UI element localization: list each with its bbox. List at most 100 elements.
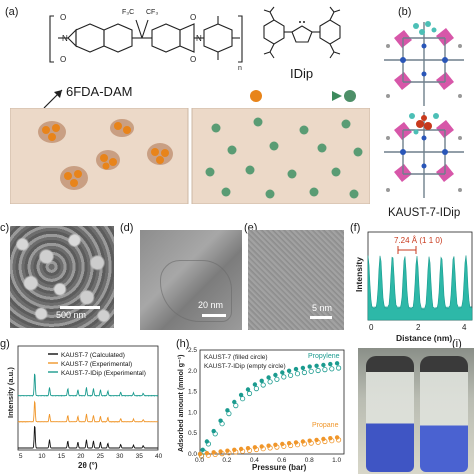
panel-label-a: (a): [5, 6, 19, 18]
panel-label-d: (d): [120, 222, 134, 234]
point-empty-propane: [240, 448, 246, 454]
point-filled-propylene: [211, 428, 216, 434]
point-filled-propylene: [252, 382, 258, 387]
point-empty-propane: [267, 445, 273, 451]
point-filled-propane: [252, 445, 258, 450]
point-filled-propane: [328, 436, 333, 441]
point-filled-propane: [300, 439, 306, 444]
g-xtick-15: 15: [58, 453, 66, 460]
point-empty-propylene: [267, 379, 273, 385]
h-xtick-1.0: 1.0: [332, 457, 341, 464]
nitrogen-label: N: [196, 34, 202, 43]
point-empty-propane: [260, 446, 266, 452]
point-filled-propylene: [293, 366, 299, 372]
point-filled-propylene: [273, 372, 278, 378]
vial-left: [366, 356, 414, 472]
point-filled-propylene: [314, 363, 319, 368]
pxrd-legend: KAUST-7 (Calculated) KAUST-7 (Experiment…: [48, 352, 146, 377]
point-empty-propylene: [308, 368, 314, 374]
idip-structure: [263, 6, 341, 59]
point-empty-propane: [336, 437, 342, 443]
point-filled-propylene: [266, 375, 271, 380]
panel-label-b: (b): [398, 6, 412, 18]
oxygen-label: O: [190, 55, 196, 64]
point-filled-propane: [266, 443, 271, 448]
point-empty-propylene: [253, 385, 260, 392]
point-empty-propane: [212, 451, 218, 458]
legend-filled: KAUST-7 (filled circle): [204, 354, 268, 361]
h-ytick-1.5: 1.5: [188, 389, 197, 396]
point-empty-propane: [219, 451, 225, 457]
mof-name: KAUST-7-IDip: [388, 207, 461, 219]
propylene-label: Propylene: [308, 353, 340, 360]
membrane-schematic: [10, 108, 370, 204]
oxygen-label: O: [60, 13, 66, 22]
point-filled-propylene: [307, 364, 312, 369]
panel-label-c: c): [0, 222, 10, 234]
polymer-name: 6FDA-DAM: [66, 84, 133, 99]
point-filled-propane: [293, 440, 299, 445]
point-empty-propylene: [329, 366, 335, 372]
point-empty-propylene: [322, 366, 328, 373]
vial-right: [420, 356, 468, 472]
legend-experimental: KAUST-7 (Experimental): [61, 361, 132, 368]
point-filled-propylene: [321, 362, 326, 368]
sem-image: 500 nm: [10, 226, 114, 328]
reaction-arrow: [250, 90, 356, 102]
point-empty-propane: [322, 438, 328, 445]
f-ylabel: Intensity: [354, 257, 364, 292]
point-filled-propylene: [334, 361, 340, 366]
oxygen-label: O: [190, 13, 196, 22]
point-empty-propane: [233, 449, 239, 455]
g-xlabel: 2θ (°): [78, 461, 98, 470]
point-filled-propylene: [204, 439, 210, 444]
point-empty-propylene: [246, 390, 253, 397]
point-empty-propane: [205, 452, 212, 458]
f-xtick-2: 2: [416, 323, 421, 332]
f-xlabel: Distance (nm): [396, 333, 452, 343]
carbene-name: IDip: [290, 66, 314, 81]
point-filled-propane: [314, 437, 319, 443]
point-empty-propane: [253, 446, 260, 453]
point-empty-propylene: [226, 411, 232, 417]
point-empty-propylene: [281, 374, 287, 380]
tem-image-low-mag: 20 nm: [140, 230, 242, 330]
h-xtick-0.6: 0.6: [277, 457, 286, 464]
point-empty-propylene: [219, 421, 225, 427]
point-empty-propylene: [240, 396, 246, 402]
polymer-subscript: n: [238, 65, 242, 72]
point-filled-propylene: [300, 365, 306, 371]
point-empty-propylene: [336, 365, 342, 371]
point-empty-propylene: [212, 431, 218, 437]
point-empty-propylene: [288, 372, 294, 378]
point-empty-propane: [315, 439, 321, 445]
h-ytick-2.5: 2.5: [188, 347, 197, 354]
label-arrow: [43, 89, 63, 109]
point-empty-propane: [198, 453, 205, 459]
point-empty-propane: [226, 450, 232, 456]
g-xtick-30: 30: [116, 453, 124, 460]
scale-label: 20 nm: [198, 300, 224, 310]
adsorption-chart: KAUST-7 (filled circle) KAUST-7-IDip (em…: [178, 347, 345, 472]
point-empty-propylene: [233, 402, 239, 409]
h-xtick-0.4: 0.4: [250, 457, 259, 464]
panel-label-i: (i): [452, 338, 462, 350]
oxygen-label: O: [60, 55, 66, 64]
h-ytick-0.5: 0.5: [188, 430, 197, 437]
legend-idip: KAUST-7-IDip (Experimental): [61, 370, 146, 377]
point-filled-propylene: [286, 368, 292, 373]
nitrogen-label: N: [62, 34, 68, 43]
point-empty-propane: [246, 447, 253, 454]
point-empty-propane: [294, 442, 301, 448]
point-empty-propylene: [294, 371, 301, 377]
point-empty-propylene: [260, 382, 266, 388]
pxrd-chart: KAUST-7 (Calculated) KAUST-7 (Experiment…: [6, 345, 163, 470]
scale-label: 500 nm: [56, 310, 87, 320]
point-filled-propylene: [280, 370, 285, 375]
h-xtick-0.2: 0.2: [222, 457, 231, 464]
point-filled-propane: [238, 446, 244, 452]
scale-bar: [310, 316, 332, 319]
scale-bar: [60, 306, 100, 309]
point-filled-propane: [245, 446, 251, 451]
point-empty-propane: [301, 441, 307, 447]
